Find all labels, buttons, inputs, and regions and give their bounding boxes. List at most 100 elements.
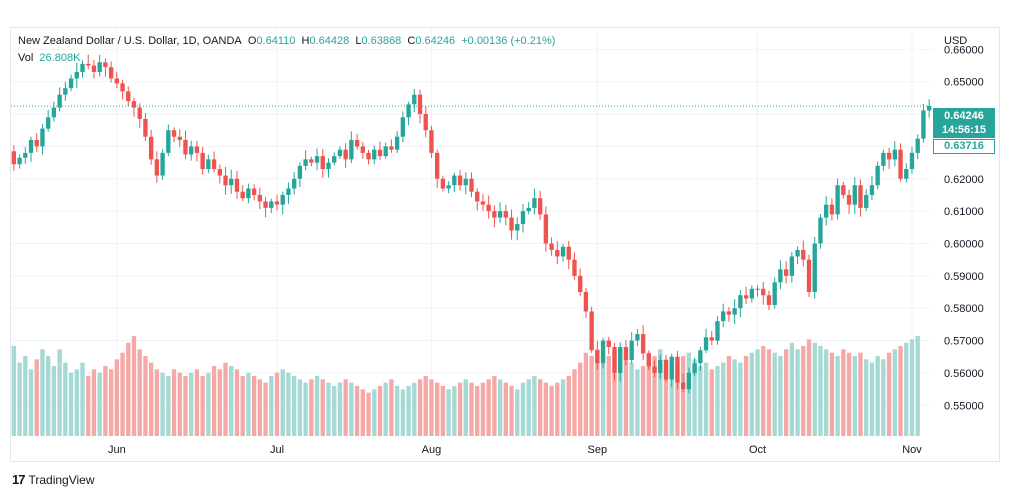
candle-body	[457, 175, 463, 186]
candle-body	[28, 139, 34, 153]
volume-bar	[829, 352, 835, 436]
price-tick-label: 0.62000	[944, 174, 984, 186]
volume-bar	[612, 352, 617, 436]
candle-body	[600, 340, 606, 364]
volume-bar	[583, 352, 589, 436]
volume-bar	[120, 352, 125, 436]
candle-body	[606, 340, 611, 348]
volume-bar	[263, 382, 268, 436]
volume-bar	[200, 376, 205, 436]
candle-body	[595, 350, 600, 364]
volume-bar	[194, 369, 200, 436]
volume-bar	[778, 356, 783, 436]
last-price-label: 0.64246	[944, 110, 984, 122]
candle-body	[11, 151, 17, 165]
volume-bar	[360, 389, 365, 436]
candle-body	[520, 211, 526, 225]
volume-bar	[698, 366, 703, 436]
volume-bar	[332, 386, 337, 436]
candle-body	[572, 259, 577, 276]
volume-bar	[80, 362, 85, 436]
candle-body	[80, 63, 85, 73]
high-value: 0.64428	[309, 35, 350, 47]
candle-body	[114, 78, 120, 84]
volume-bar	[886, 352, 892, 436]
volume-label: Vol	[18, 52, 34, 64]
candle-body	[743, 295, 749, 299]
volume-bar	[440, 386, 446, 436]
volume-bar	[904, 342, 909, 436]
volume-bar	[63, 362, 68, 436]
candle-body	[801, 249, 806, 260]
candle-body	[812, 243, 817, 293]
candle-body	[189, 146, 194, 155]
volume-bar	[183, 376, 188, 436]
volume-bar	[846, 352, 852, 436]
candle-body	[240, 191, 245, 199]
volume-bars	[11, 336, 920, 436]
candle-body	[886, 152, 892, 160]
ref-price-badge: 0.63716	[933, 139, 995, 154]
volume-bar	[86, 376, 91, 436]
volume-bar	[841, 349, 846, 436]
volume-bar	[755, 349, 760, 436]
volume-bar	[91, 369, 97, 436]
volume-bar	[223, 362, 228, 436]
volume-bar	[589, 356, 594, 436]
candle-body	[452, 175, 457, 186]
change-value: +0.00136 (+0.21%)	[461, 35, 556, 47]
volume-bar	[326, 382, 331, 436]
volume-bar	[177, 372, 182, 436]
volume-bar	[812, 342, 817, 436]
volume-bar	[658, 349, 663, 436]
volume-bar	[823, 349, 829, 436]
candle-body	[200, 152, 205, 170]
candle-body	[17, 157, 22, 165]
candle-body	[400, 117, 406, 137]
volume-bar	[709, 369, 714, 436]
candle-body	[841, 185, 846, 195]
candle-body	[234, 178, 240, 192]
brand-name: TradingView	[28, 472, 95, 487]
volume-bar	[537, 379, 543, 436]
volume-bar	[23, 356, 28, 436]
volume-bar	[663, 359, 669, 436]
candle-body	[921, 110, 926, 139]
price-tick-label: 0.66000	[944, 44, 984, 56]
candle-body	[555, 249, 560, 257]
open-label: O	[247, 35, 257, 47]
volume-bar	[114, 359, 120, 436]
candle-body	[566, 246, 571, 260]
volume-bar	[578, 362, 583, 436]
candle-body	[143, 118, 148, 137]
time-tick-label: Jun	[108, 444, 126, 456]
brand-footer[interactable]: 17 TradingView	[12, 472, 95, 487]
candle-body	[360, 146, 365, 153]
candle-body	[263, 201, 268, 208]
candle-body	[721, 311, 726, 322]
candle-body	[314, 156, 320, 163]
candle-body	[858, 185, 863, 208]
candlesticks	[11, 54, 932, 394]
volume-bar	[286, 372, 291, 436]
candle-body	[486, 204, 491, 212]
candle-body	[560, 246, 566, 257]
candle-body	[732, 308, 737, 315]
volume-bar	[68, 372, 74, 436]
candle-body	[309, 159, 314, 163]
volume-bar	[652, 356, 657, 436]
volume-bar	[137, 349, 142, 436]
candle-body	[406, 104, 411, 118]
volume-bar	[354, 386, 360, 436]
volume-bar	[835, 356, 840, 436]
volume-bar	[189, 372, 194, 436]
volume-bar	[738, 362, 743, 436]
low-value: 0.63868	[361, 35, 402, 47]
time-tick-label: Nov	[902, 444, 922, 456]
candle-body	[829, 204, 835, 215]
candle-body	[698, 350, 703, 364]
volume-bar	[635, 369, 640, 436]
candle-body	[686, 372, 692, 390]
volume-bar	[572, 369, 577, 436]
